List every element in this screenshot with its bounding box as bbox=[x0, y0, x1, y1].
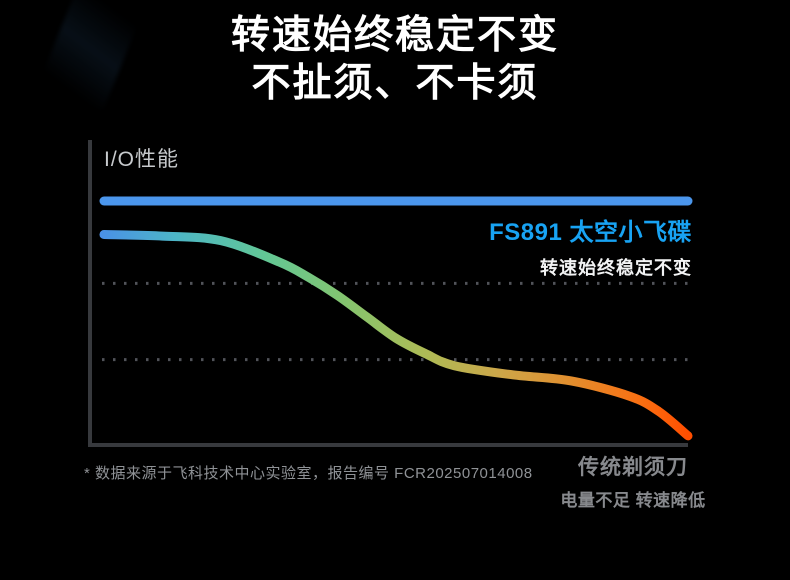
traditional-decline-line bbox=[99, 230, 693, 441]
title-line-2: 不扯须、不卡须 bbox=[251, 62, 539, 105]
fs891-series-label: FS891 太空小飞碟 转速始终稳定不变 bbox=[489, 212, 692, 280]
y-axis-label: I/O性能 bbox=[104, 148, 180, 171]
traditional-series-annotation: 电量不足 转速降低 bbox=[560, 491, 706, 510]
fs891-series-annotation: 转速始终稳定不变 bbox=[540, 258, 692, 278]
title-line-1: 转速始终稳定不变 bbox=[230, 14, 559, 57]
traditional-series-name: 传统剃须刀 bbox=[578, 456, 688, 479]
fs891-series-name: FS891 太空小飞碟 bbox=[489, 219, 692, 246]
data-source-footnote: * 数据来源于飞科技术中心实验室，报告编号 FCR202507014008 bbox=[84, 465, 533, 482]
page-title: 转速始终稳定不变 不扯须、不卡须 bbox=[0, 12, 790, 108]
dashed-gridlines bbox=[102, 281, 695, 362]
traditional-series-label: 传统剃须刀 电量不足 转速降低 bbox=[548, 451, 718, 511]
